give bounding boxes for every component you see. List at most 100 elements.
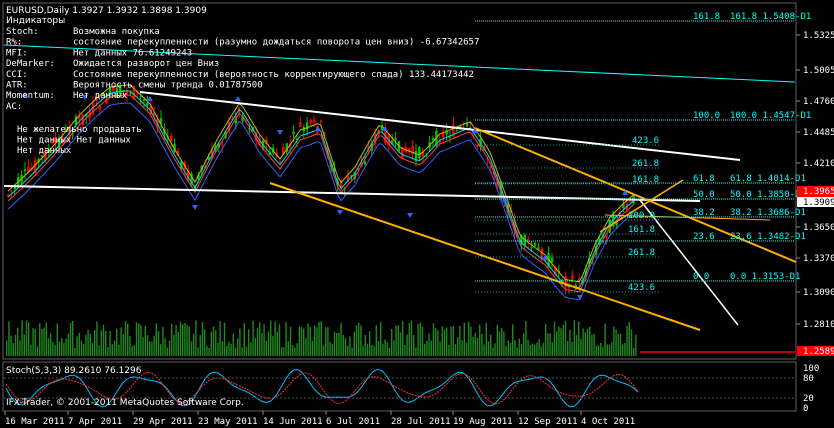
candle-body — [258, 138, 261, 146]
volume-bar — [496, 324, 498, 356]
volume-bar — [208, 347, 210, 356]
fractal-marker — [315, 126, 321, 131]
candle-body — [115, 87, 118, 98]
candle-body — [68, 127, 71, 136]
ac-note: Не желательно продавать — [17, 125, 142, 135]
volume-bar — [375, 325, 377, 356]
volume-bar — [113, 340, 116, 356]
volume-bar — [518, 338, 520, 356]
volume-bar — [74, 347, 76, 356]
candle-body — [142, 99, 146, 101]
candle-body — [241, 115, 244, 122]
current-price-label: 1.3909 — [803, 198, 834, 208]
candle-body — [312, 119, 316, 123]
volume-bar — [131, 346, 133, 356]
volume-bar — [617, 334, 619, 356]
volume-bar — [457, 337, 459, 356]
indicator-name: R%: — [6, 38, 22, 48]
candle-body — [445, 130, 448, 135]
overlay-layer: 161.8 161.8 1.5408-D1 100.0 100.0 1.4547-D1… — [3, 12, 811, 331]
volume-bar — [153, 336, 155, 356]
volume-bar — [281, 347, 283, 356]
cyan-trendline — [3, 44, 796, 83]
candle-body — [391, 140, 394, 145]
fib-level-right: 161.8 1.5408-D1 — [730, 12, 811, 22]
price-tick-label: 1.4485 — [803, 128, 834, 138]
candle-body — [520, 235, 523, 245]
ma-cyan-line — [7, 90, 634, 289]
volume-bar — [219, 321, 221, 356]
volume-bar — [600, 342, 602, 356]
volume-bar — [391, 328, 393, 356]
time-tick-label: 19 Aug 2011 — [453, 417, 513, 427]
volume-bar — [362, 346, 364, 356]
fib-level-right: 23.6 1.3482-D1 — [730, 232, 806, 242]
candle-body — [125, 89, 129, 95]
volume-bar — [470, 326, 472, 356]
volume-bar — [604, 323, 606, 356]
volume-bar — [283, 347, 285, 356]
volume-bar — [12, 343, 14, 356]
volume-bar — [454, 344, 457, 356]
fractal-marker — [407, 213, 413, 218]
volume-bar — [270, 320, 272, 356]
volume-bar — [276, 331, 278, 356]
volume-bar — [628, 321, 630, 356]
volume-bar — [256, 327, 259, 356]
time-tick-label: 4 Oct 2011 — [581, 417, 635, 427]
volume-bar — [549, 333, 551, 356]
candle-body — [122, 90, 125, 92]
candle-body — [319, 120, 322, 122]
volume-bar — [485, 322, 487, 356]
volume-bar — [10, 335, 12, 356]
fractal-marker — [622, 190, 628, 195]
volume-bar — [149, 341, 151, 356]
volume-bar — [560, 328, 562, 356]
volume-bar — [105, 331, 107, 356]
volume-bar — [371, 345, 373, 356]
indicator-value: Ожидается разворот цен Вниз — [73, 59, 219, 69]
volume-bar — [80, 341, 83, 356]
candle-body — [129, 92, 132, 94]
volume-bar — [439, 341, 441, 356]
price-tick-label: 1.3090 — [803, 288, 834, 298]
volume-bar — [501, 328, 503, 356]
candle-body — [149, 105, 152, 114]
volume-bar — [404, 345, 406, 356]
volume-bar — [78, 332, 80, 356]
channel-upper — [474, 127, 797, 263]
volume-bar — [472, 336, 474, 356]
indicator-name: DeMarker: — [6, 59, 55, 69]
fib-level-right: 61.8 1.4014-D1 — [730, 174, 806, 184]
volume-bar — [512, 324, 514, 356]
volume-bar — [311, 340, 314, 356]
indicator-name: CCI: — [6, 70, 28, 80]
candle-body — [299, 122, 302, 127]
candle-body — [187, 169, 190, 180]
ac-note: Нет данных — [17, 146, 72, 156]
volume-bar — [201, 322, 204, 356]
volume-bar — [635, 334, 637, 356]
fib-extension-label: 161.8 — [628, 225, 655, 235]
candle-body — [207, 156, 210, 160]
volume-bar — [505, 346, 507, 356]
volume-bar — [118, 344, 120, 356]
stoch-level-label: 80 — [803, 374, 814, 384]
candle-body — [605, 234, 608, 238]
volume-bar — [144, 325, 146, 356]
volume-bar — [30, 344, 32, 356]
time-tick-label: 23 May 2011 — [198, 417, 258, 427]
volume-bar — [589, 326, 591, 356]
volume-bar — [61, 338, 63, 356]
volume-bar — [399, 332, 402, 356]
candle-body — [489, 165, 492, 169]
volume-bar — [146, 335, 149, 356]
candle-body — [105, 98, 108, 104]
volume-bar — [624, 342, 626, 356]
volume-bar — [228, 341, 230, 356]
bottom-price-box — [797, 346, 834, 356]
volume-bar — [19, 340, 21, 356]
price-tick-label: 1.4760 — [803, 97, 834, 107]
